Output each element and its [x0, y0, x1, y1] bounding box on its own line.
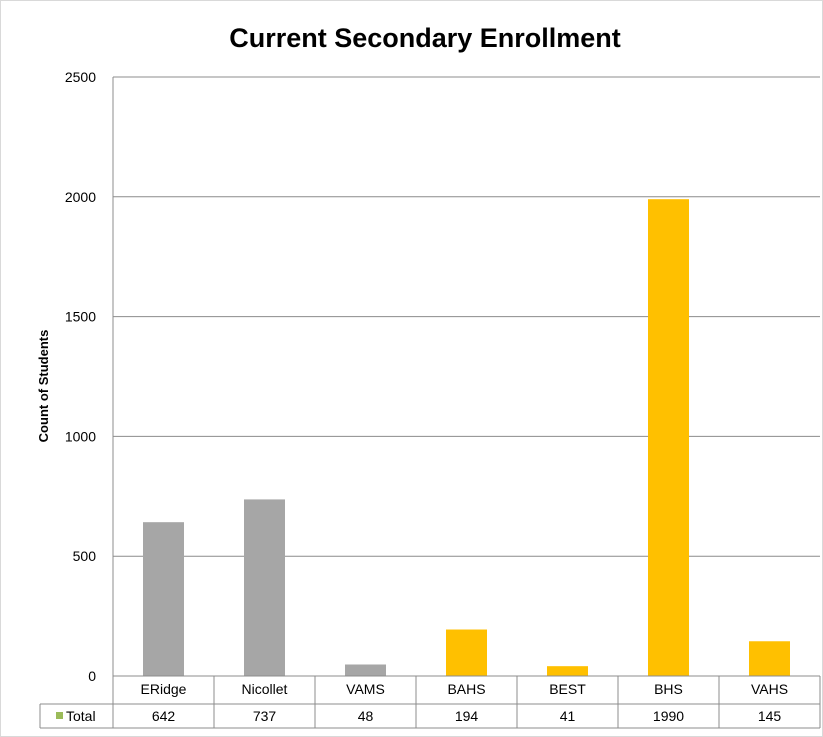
- bar-eridge: [143, 522, 184, 676]
- x-tick-label: ERidge: [141, 681, 187, 697]
- legend-label-total: Total: [66, 708, 96, 724]
- y-tick-label: 1000: [65, 428, 96, 444]
- y-axis-ticks: 0 500 1000 1500 2000 2500: [65, 69, 96, 684]
- x-tick-label: VAHS: [751, 681, 788, 697]
- data-label: 1990: [653, 708, 684, 724]
- data-label: 41: [560, 708, 576, 724]
- y-tick-label: 500: [73, 548, 97, 564]
- bar-vahs: [749, 641, 790, 676]
- data-label: 642: [152, 708, 176, 724]
- x-tick-label: BAHS: [447, 681, 485, 697]
- y-axis-label: Count of Students: [36, 330, 51, 443]
- y-tick-label: 2500: [65, 69, 96, 85]
- bar-vams: [345, 664, 386, 676]
- bars: [143, 199, 790, 677]
- data-label: 48: [358, 708, 374, 724]
- x-tick-label: Nicollet: [242, 681, 288, 697]
- data-table: ERidge 642 Nicollet 737 VAMS 48 BAHS 194 BEST 41 B…: [39, 675, 821, 729]
- x-tick-label: BEST: [549, 681, 586, 697]
- data-label: 145: [758, 708, 782, 724]
- bar-bhs: [648, 199, 689, 677]
- bar-bahs: [446, 629, 487, 676]
- legend-key-total: [56, 712, 63, 719]
- x-tick-label: VAMS: [346, 681, 385, 697]
- bar-best: [547, 666, 588, 676]
- gridlines: [112, 76, 820, 676]
- bar-nicollet: [244, 499, 285, 676]
- y-tick-label: 1500: [65, 309, 96, 325]
- y-tick-label: 0: [88, 668, 96, 684]
- chart-title: Current Secondary Enrollment: [229, 23, 621, 53]
- data-label: 194: [455, 708, 479, 724]
- x-tick-label: BHS: [654, 681, 683, 697]
- data-label: 737: [253, 708, 277, 724]
- y-tick-label: 2000: [65, 189, 96, 205]
